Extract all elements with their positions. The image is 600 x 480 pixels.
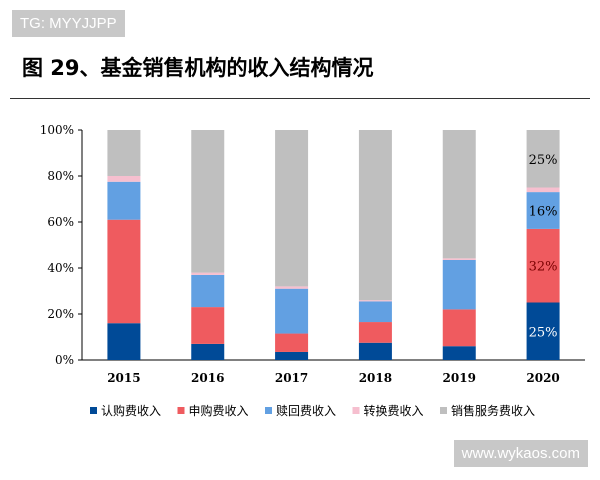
legend-swatch — [440, 407, 447, 414]
bar-2019-series-0 — [442, 346, 476, 360]
legend-swatch — [177, 407, 185, 414]
legend-label: 申购费收入 — [189, 403, 249, 418]
y-tick-label: 0% — [55, 353, 74, 367]
bar-2017-series-3 — [275, 286, 309, 289]
bar-2020-series-1 — [526, 228, 560, 303]
bar-2020-series-4 — [526, 130, 560, 188]
legend-label: 认购费收入 — [101, 403, 161, 418]
data-label: 25% — [529, 153, 558, 168]
watermark-top: TG: MYYJJPP — [12, 10, 125, 37]
bar-2016-series-1 — [191, 307, 225, 344]
legend-swatch — [352, 407, 360, 414]
data-label: 32% — [529, 260, 558, 275]
legend-label: 销售服务费收入 — [451, 403, 535, 418]
bar-2017-series-0 — [275, 351, 309, 360]
bar-2019-series-3 — [442, 258, 476, 260]
x-tick-label: 2017 — [275, 371, 308, 385]
x-tick-label: 2015 — [107, 371, 140, 385]
title-divider — [10, 98, 590, 99]
bar-2018-series-3 — [358, 300, 392, 302]
bar-2015-series-2 — [107, 181, 141, 220]
legend-label: 转换费收入 — [364, 403, 424, 418]
data-label: 25% — [529, 325, 558, 340]
bar-2015-series-1 — [107, 219, 141, 324]
bar-2020-series-2 — [526, 192, 560, 229]
x-tick-label: 2020 — [526, 371, 559, 385]
bar-2016-series-2 — [191, 274, 225, 308]
bar-2016-series-3 — [191, 272, 225, 275]
y-tick-label: 20% — [47, 307, 74, 321]
bar-2015-series-3 — [107, 176, 141, 182]
x-tick-label: 2019 — [443, 371, 476, 385]
bar-2019-series-4 — [442, 130, 476, 259]
bar-2017-series-1 — [275, 333, 309, 352]
bar-2017-series-2 — [275, 288, 309, 334]
bar-2017-series-4 — [275, 130, 309, 287]
bar-2019-series-2 — [442, 259, 476, 310]
x-tick-label: 2016 — [191, 371, 224, 385]
y-tick-label: 80% — [47, 169, 74, 183]
bar-2015-series-0 — [107, 323, 141, 360]
bar-2018-series-2 — [358, 301, 392, 323]
y-tick-label: 60% — [47, 215, 74, 229]
legend-swatch — [90, 407, 97, 414]
bar-2018-series-4 — [358, 130, 392, 301]
bar-2020-series-3 — [526, 187, 560, 193]
legend-label: 赎回费收入 — [276, 404, 336, 418]
data-label: 16% — [529, 205, 558, 220]
bar-2019-series-1 — [442, 309, 476, 347]
y-tick-label: 40% — [47, 261, 74, 275]
watermark-bottom: www.wykaos.com — [453, 440, 588, 467]
bar-2018-series-1 — [358, 322, 392, 343]
bar-2020-series-0 — [526, 302, 560, 360]
y-tick-label: 100% — [40, 123, 74, 137]
legend-swatch — [265, 407, 272, 414]
bar-2016-series-4 — [191, 130, 225, 273]
bar-2016-series-0 — [191, 343, 225, 360]
bar-2018-series-0 — [358, 342, 392, 360]
chart-title: 图 29、基金销售机构的收入结构情况 — [22, 56, 374, 80]
x-tick-label: 2018 — [359, 371, 392, 385]
bar-2015-series-4 — [107, 130, 141, 176]
